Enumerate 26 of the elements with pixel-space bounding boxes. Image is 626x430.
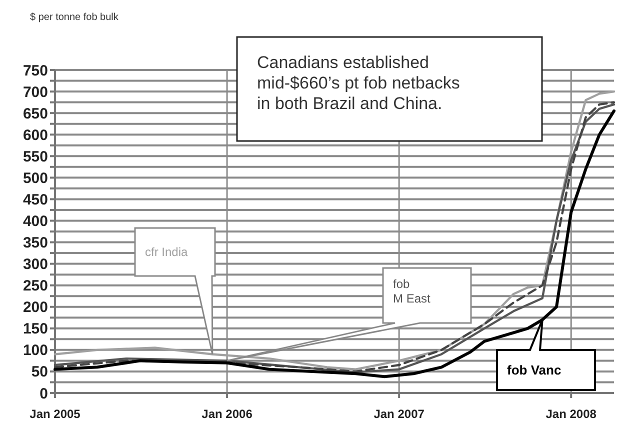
x-tick-label: Jan 2005	[30, 407, 81, 421]
x-tick-label: Jan 2008	[546, 407, 597, 421]
x-tick-label: Jan 2007	[374, 407, 425, 421]
y-tick-label: 150	[22, 320, 48, 338]
y-tick-label: 650	[22, 105, 48, 122]
y-tick-label: 200	[22, 299, 48, 316]
y-tick-label: 450	[22, 191, 48, 208]
y-tick-label: 100	[22, 342, 48, 360]
y-tick-label: 600	[22, 126, 48, 144]
y-tick-label: 300	[22, 256, 48, 274]
text: cfr India	[145, 245, 188, 260]
y-tick-label: 400	[22, 212, 48, 230]
x-tick-label: Jan 2006	[202, 407, 253, 421]
y-tick-label: 700	[22, 84, 48, 101]
y-tick-label: 350	[22, 234, 48, 252]
y-tick-label: 750	[22, 62, 48, 80]
y-tick-label: 550	[22, 148, 48, 166]
y-tick-label: 0	[40, 385, 48, 402]
text: fob M East	[393, 277, 432, 306]
y-axis-title: $ per tonne fob bulk	[30, 12, 120, 23]
text: fob Vanc	[507, 362, 562, 378]
y-tick-label: 500	[22, 170, 48, 187]
annotation: Canadians established mid-$660’s pt fob netbacks in both Brazil and China.	[257, 53, 460, 113]
note-box: Canadians established mid-$660’s pt fob netbacks in both Brazil and China.	[236, 36, 543, 142]
y-tick-label: 250	[22, 278, 48, 295]
y-tick-label: 50	[31, 364, 48, 381]
